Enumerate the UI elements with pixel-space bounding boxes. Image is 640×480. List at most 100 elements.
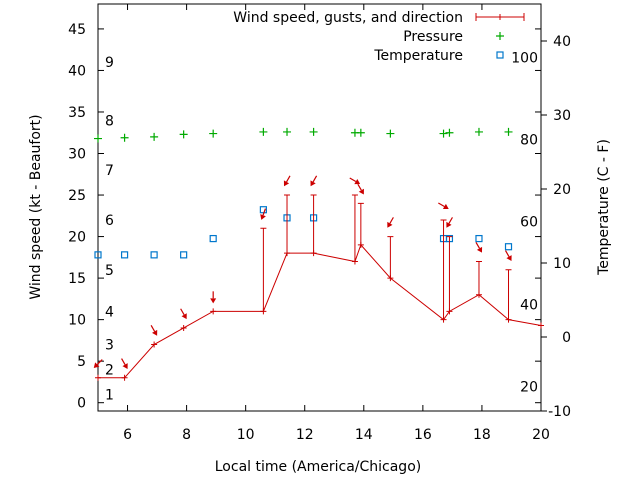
- temperature-point: [120, 251, 129, 259]
- beaufort-labels: 1 2 3 4 5 6 7 8 9: [105, 55, 114, 403]
- wind-arrow-head: [358, 188, 364, 195]
- wind-gust-bar: [505, 269, 512, 320]
- beaufort-label: 9: [105, 55, 114, 71]
- y2-tick-label: 30: [553, 108, 571, 124]
- y-tick-label: 45: [68, 22, 86, 38]
- wind-arrow-head: [506, 255, 512, 261]
- wind-direction-arrows: [93, 175, 512, 369]
- wind-gust-bar: [260, 227, 267, 312]
- legend-swatch-wind: [475, 13, 525, 21]
- x-tick-label: 12: [296, 427, 314, 443]
- x-tick-label: 8: [182, 427, 191, 443]
- temperature-point: [94, 251, 102, 259]
- y-tick-label: 40: [68, 63, 86, 79]
- beaufort-label: 1: [105, 387, 114, 403]
- wind-arrow-shaft: [504, 250, 510, 257]
- temperature-point: [150, 251, 158, 259]
- pressure-point: [209, 129, 218, 138]
- beaufort-label: 6: [105, 213, 114, 229]
- fahrenheit-labels: 20 40 60 80 100: [511, 50, 538, 395]
- wind-speed-point: [538, 322, 544, 329]
- wind-gust-bar: [310, 194, 317, 254]
- wind-arrow-shaft: [262, 208, 267, 216]
- wind-arrow-shaft: [357, 183, 362, 191]
- pressure-point: [439, 129, 448, 138]
- temperature-point: [475, 234, 483, 243]
- wind-speed-point: [121, 374, 128, 381]
- pressure-point: [259, 127, 268, 136]
- fahrenheit-label: 40: [520, 297, 538, 313]
- legend-label-pressure: Pressure: [403, 29, 463, 45]
- fahrenheit-label: 80: [520, 132, 538, 148]
- legend-label-wind: Wind speed, gusts, and direction: [233, 10, 463, 26]
- y2-axis-label: Temperature (C - F): [596, 139, 612, 276]
- legend: Wind speed, gusts, and direction Pressure…: [233, 10, 525, 64]
- wind-arrow-head: [260, 214, 266, 220]
- pressure-point: [179, 130, 188, 139]
- legend-swatch-temperature: [496, 51, 504, 59]
- wind-arrow-shaft: [475, 241, 480, 249]
- wind-speed-line: [98, 243, 542, 379]
- wind-arrow-shaft: [349, 177, 357, 183]
- y-tick-label: 0: [77, 396, 86, 412]
- x-tick-label: 18: [473, 427, 491, 443]
- wind-arrow-shaft: [448, 217, 453, 224]
- pressure-point: [386, 129, 395, 138]
- x-tick-label: 20: [532, 427, 550, 443]
- beaufort-label: 5: [105, 263, 114, 279]
- y2-tick-label: -10: [548, 404, 571, 420]
- wind-arrow-head: [442, 203, 449, 210]
- pressure-point: [474, 127, 483, 136]
- fahrenheit-label: 100: [511, 50, 538, 66]
- x-axis-label: Local time (America/Chicago): [215, 459, 421, 475]
- wind-gust-bar: [440, 219, 447, 320]
- x-tick-label: 10: [237, 427, 255, 443]
- wind-arrow-shaft: [389, 217, 394, 224]
- plot-frame: [97, 3, 542, 412]
- pressure-point: [309, 127, 318, 136]
- wind-arrow-head: [283, 180, 290, 187]
- fahrenheit-label: 60: [520, 215, 538, 231]
- wind-arrow-head: [152, 329, 158, 336]
- wind-arrow-shaft: [438, 202, 445, 207]
- pressure-point: [356, 128, 365, 137]
- wind-gust-bar: [351, 194, 358, 262]
- pressure-point: [94, 134, 102, 143]
- wind-series: [95, 194, 544, 381]
- y-tick-label: 25: [68, 188, 86, 204]
- wind-gust-bar: [357, 202, 364, 245]
- wind-arrow-head: [93, 362, 100, 369]
- pressure-point: [150, 132, 159, 141]
- wind-speed-point: [180, 324, 187, 331]
- wind-arrow-head: [310, 180, 316, 187]
- x-tick-label: 6: [123, 427, 132, 443]
- y-tick-label: 10: [68, 313, 86, 329]
- wind-arrow-head: [354, 178, 361, 185]
- pressure-series: [94, 127, 513, 143]
- x-tick-label: 16: [414, 427, 432, 443]
- wind-arrow-head: [476, 246, 483, 253]
- wind-gust-bar: [387, 236, 394, 279]
- wind-arrow-head: [122, 363, 128, 369]
- wind-arrow-shaft: [150, 325, 156, 332]
- wind-arrow-head: [210, 298, 217, 304]
- wind-arrow-shaft: [121, 358, 126, 365]
- beaufort-label: 7: [105, 163, 114, 179]
- pressure-point: [445, 128, 454, 137]
- x-axis-ticks: 6 8 10 12 14 16 18 20: [123, 4, 550, 443]
- wind-speed-point: [95, 374, 101, 381]
- y2-tick-label: 20: [553, 182, 571, 198]
- wind-gust-bar: [475, 260, 482, 295]
- fahrenheit-label: 20: [520, 380, 538, 396]
- y-tick-label: 35: [68, 105, 86, 121]
- temperature-point: [209, 234, 217, 243]
- wind-arrow-head: [387, 221, 393, 228]
- wind-arrow-shaft: [312, 175, 318, 183]
- y2-tick-label: 10: [553, 256, 571, 272]
- y-tick-label: 15: [68, 271, 86, 287]
- y-tick-label: 5: [77, 354, 86, 370]
- beaufort-label: 8: [105, 113, 114, 129]
- temperature-series: [94, 206, 513, 259]
- pressure-point: [504, 127, 513, 136]
